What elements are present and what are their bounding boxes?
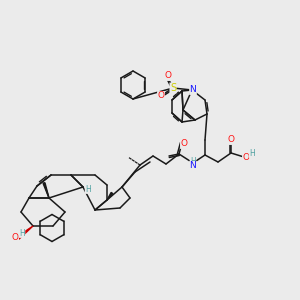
Text: O: O	[227, 136, 235, 145]
Polygon shape	[107, 192, 113, 200]
Text: S: S	[170, 83, 176, 93]
Polygon shape	[17, 226, 33, 239]
Text: O: O	[164, 71, 172, 80]
Text: O: O	[242, 152, 250, 161]
Text: H: H	[190, 157, 196, 166]
Text: H: H	[85, 184, 91, 194]
Text: O: O	[11, 232, 19, 242]
Text: O: O	[158, 92, 164, 100]
Text: H: H	[19, 229, 25, 238]
Text: N: N	[190, 85, 196, 94]
Polygon shape	[43, 183, 49, 198]
Text: O: O	[181, 140, 188, 148]
Text: N: N	[190, 161, 196, 170]
Text: H: H	[249, 148, 255, 158]
